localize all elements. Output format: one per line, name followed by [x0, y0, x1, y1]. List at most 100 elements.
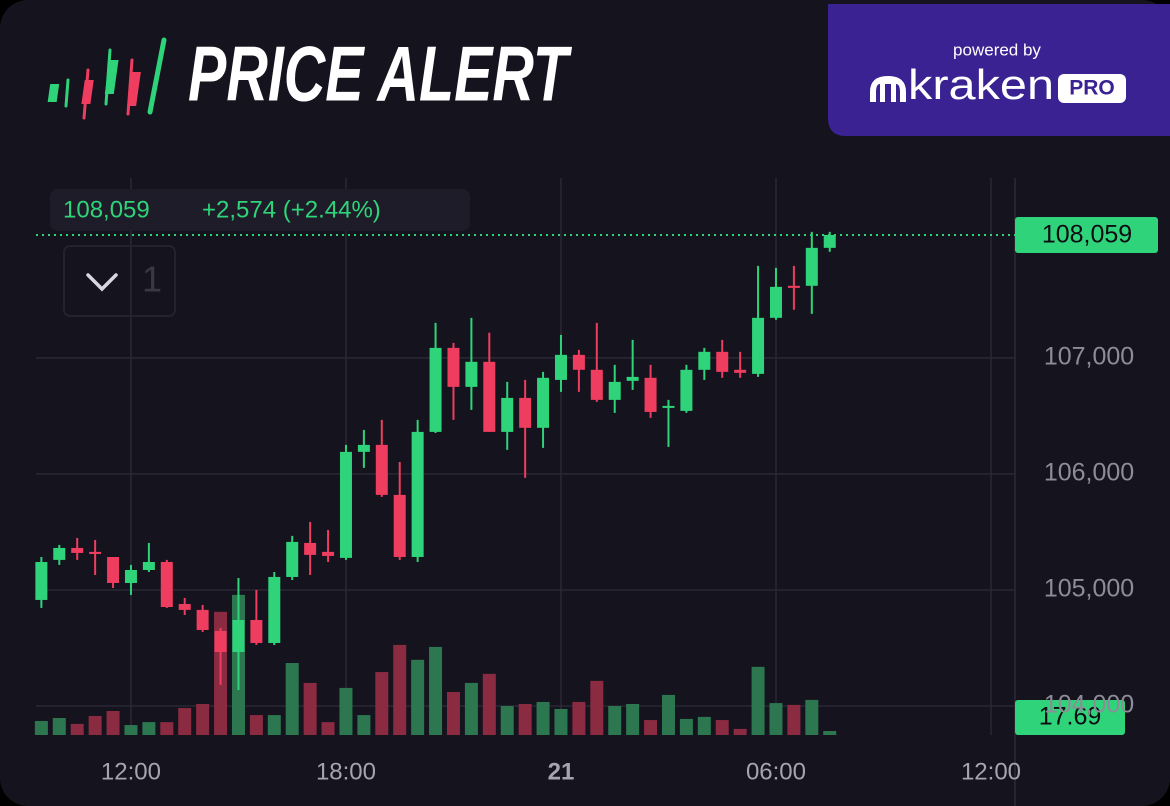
x-tick-label: 06:00 — [746, 758, 806, 785]
volume-bar — [787, 704, 801, 735]
candle-body — [572, 354, 585, 370]
badge — [1058, 74, 1126, 103]
candle-body — [53, 547, 66, 560]
volume-bar — [679, 718, 693, 735]
volume-bar — [751, 666, 765, 735]
volume-bar — [590, 680, 604, 735]
volume-bar — [339, 687, 353, 735]
volume-bar — [644, 720, 658, 735]
y-tick-label: 107,000 — [1044, 342, 1134, 370]
volume-bar — [464, 682, 478, 735]
volume-bar — [70, 723, 84, 735]
volume-tag — [1015, 700, 1125, 735]
powered-by: powered by — [953, 40, 1041, 59]
volume-bar — [34, 720, 48, 735]
indicator-count: 1 — [142, 259, 162, 300]
candle-body — [393, 494, 406, 557]
legend-price: 108,059 — [63, 196, 150, 223]
candle-body — [124, 569, 137, 583]
volume-bar — [52, 718, 66, 735]
candle-body — [680, 369, 693, 411]
candle-body — [501, 397, 514, 432]
chevron[interactable] — [86, 273, 118, 292]
title: PRICE ALERT — [188, 30, 573, 118]
candle-body — [375, 444, 388, 495]
candle-body — [322, 551, 335, 556]
candle-body — [662, 405, 675, 408]
candle-body — [465, 361, 478, 387]
volume-bar — [429, 646, 443, 735]
volume-bar — [823, 730, 837, 735]
volume-bar — [321, 722, 335, 735]
candle-body — [196, 609, 209, 630]
y-tick-label: 104,000 — [1044, 691, 1134, 719]
candle-body — [107, 556, 120, 583]
candle-body — [357, 444, 370, 452]
volume-bar — [88, 715, 102, 735]
price-tag-label: 108,059 — [1042, 221, 1132, 249]
volume-bar — [393, 644, 407, 735]
candle-body — [698, 351, 711, 370]
candle-body — [71, 547, 84, 553]
volume-bar — [196, 703, 210, 735]
candle-body — [411, 431, 424, 557]
candle-body — [626, 376, 639, 381]
brand: kraken — [908, 61, 1054, 108]
legend-box — [50, 189, 470, 231]
volume-bar — [124, 725, 138, 735]
volume-bar — [626, 703, 640, 735]
candle-body — [608, 381, 621, 400]
brand-badge: PRO — [1069, 77, 1115, 100]
y-tick-label: 105,000 — [1044, 575, 1134, 603]
volume-bar — [554, 708, 568, 735]
volume-bar — [285, 662, 299, 735]
candle-body — [429, 347, 442, 432]
volume-bar — [411, 659, 425, 735]
volume-bar — [160, 722, 174, 735]
candle-body — [769, 286, 782, 318]
candle-layer — [35, 231, 836, 690]
volume-bar — [357, 715, 371, 735]
candle-body — [787, 285, 800, 288]
candle-body — [304, 542, 317, 555]
volume-bar — [536, 701, 550, 735]
legend-change: +2,574 (+2.44%) — [202, 196, 381, 223]
overlay: 108,059 +2,574 (+2.44%) 1 108,059 17.69 — [36, 189, 1158, 735]
candle-body — [447, 347, 460, 387]
volume-bar — [769, 703, 783, 735]
indicator-box[interactable] — [63, 245, 176, 317]
volume-bar — [267, 715, 281, 735]
candle-body — [554, 354, 567, 380]
candle-body — [214, 630, 227, 653]
volume-bar — [661, 694, 675, 735]
candle-body — [519, 397, 532, 428]
volume-bar — [142, 722, 156, 735]
candle-body — [483, 361, 496, 432]
candle-body — [35, 561, 48, 600]
candle-body — [142, 561, 155, 570]
candle-body — [160, 561, 173, 608]
volume-bar — [375, 672, 389, 735]
volume-bar — [733, 728, 747, 735]
volume-bar — [482, 673, 496, 735]
candle-body — [339, 451, 352, 558]
volume-bar — [697, 716, 711, 735]
candle-body — [752, 317, 765, 374]
x-tick-label: 18:00 — [316, 758, 376, 785]
price-tag — [1015, 216, 1158, 253]
y-tick-label: 106,000 — [1044, 459, 1134, 487]
volume-bar — [303, 682, 317, 735]
x-tick-label: 12:00 — [101, 758, 161, 785]
x-tick-label: 21 — [548, 758, 575, 785]
volume-bar — [178, 708, 192, 735]
candle-body — [805, 247, 818, 286]
candle-body — [232, 620, 245, 653]
brand-icon — [870, 76, 906, 102]
candle-body — [644, 377, 657, 412]
logo-icon — [47, 37, 167, 120]
volume-bar — [500, 706, 514, 735]
volume-bar — [805, 699, 819, 735]
candle-body — [268, 576, 281, 643]
